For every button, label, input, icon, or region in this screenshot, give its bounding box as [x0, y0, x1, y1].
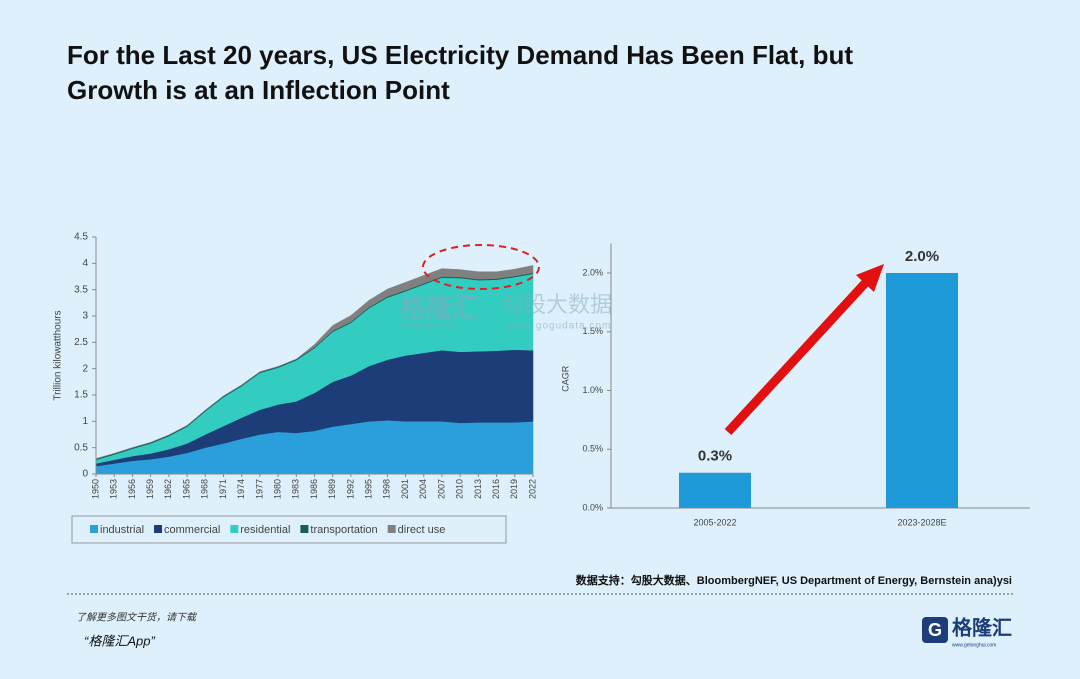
- value-label: 2.0%: [905, 248, 939, 265]
- x-tick-label: 2013: [473, 479, 483, 499]
- highlight-ellipse: [422, 244, 540, 290]
- watermark: www.gelonghui.com: [399, 324, 453, 330]
- source-note: 数据支持：勾股大数据、BloombergNEF, US Department o…: [576, 573, 1012, 587]
- logo-icon: [922, 617, 948, 643]
- legend-swatch: [230, 525, 239, 533]
- bar-chart: 0.0% 0.5% 1.0% 1.5% 2.0% 0.3% 2005-2022 2.0% 202…: [560, 243, 1030, 527]
- legend-swatch: [154, 525, 163, 533]
- x-tick-label: 1983: [291, 479, 301, 499]
- area-series: [95, 265, 534, 459]
- y-tick-label: 2.5: [74, 337, 88, 348]
- x-tick-label: 2007: [436, 479, 446, 499]
- x-tick-label: 2016: [491, 479, 501, 499]
- x-tick-label: 1974: [236, 479, 246, 499]
- x-tick-label: 2010: [455, 479, 465, 499]
- area-chart: 0 0.5 1 1.5 2 2.5 3 3.5 4 4.5 1950 1953 1956 1959 1962…: [53, 232, 537, 544]
- bar: [679, 472, 751, 508]
- x-tick-label: 2022: [527, 479, 537, 499]
- y-tick-label: 1: [82, 416, 88, 427]
- logo-text: 格隆汇: [952, 615, 1012, 639]
- x-tick-label: 1980: [272, 479, 282, 499]
- legend-label: residential: [240, 524, 290, 536]
- y-tick-label: 1.5: [74, 390, 88, 401]
- legend-label: transportation: [310, 524, 377, 536]
- y-tick-label: 1.5%: [582, 326, 603, 336]
- y-tick-label: 4.5: [74, 232, 88, 243]
- x-tick-label: 1965: [181, 479, 191, 499]
- x-tick-label: 2001: [400, 479, 410, 499]
- y-axis-title: Trillion kilowatthours: [53, 310, 64, 400]
- x-tick-label: 1959: [145, 479, 155, 499]
- y-tick-label: 0: [82, 469, 88, 480]
- y-tick-label: 0.0%: [582, 502, 603, 512]
- x-tick-label: 1968: [200, 479, 210, 499]
- value-label: 0.3%: [698, 448, 732, 465]
- y-axis-title: CAGR: [560, 365, 570, 392]
- footer-text: “格隆汇App”: [84, 633, 155, 648]
- x-tick-label: 1986: [309, 479, 319, 499]
- y-tick-label: 3.5: [74, 284, 88, 295]
- y-tick-label: 1.0%: [582, 385, 603, 395]
- x-tick-label: 1971: [218, 479, 228, 499]
- y-tick-label: 0.5: [74, 442, 88, 453]
- logo-url: www.gelonghui.com: [952, 642, 996, 648]
- title-line: Growth is at an Inflection Point: [67, 75, 450, 105]
- y-tick-label: 4: [82, 258, 88, 269]
- x-tick-label: 1998: [382, 479, 392, 499]
- x-tick-label: 1950: [90, 479, 100, 499]
- x-tick-label: 1977: [254, 479, 264, 499]
- footer-text: 了解更多图文干货，请下载: [76, 612, 198, 624]
- watermark: www.gogudata.com: [507, 321, 611, 332]
- legend-label: industrial: [100, 524, 144, 536]
- x-tick-label: 1995: [364, 479, 374, 499]
- x-tick-label: 2005-2022: [693, 517, 736, 527]
- legend-label: commercial: [164, 524, 220, 536]
- legend-swatch: [300, 525, 309, 533]
- legend-swatch: [90, 525, 98, 533]
- x-tick-label: 1962: [163, 479, 173, 499]
- x-tick-label: 1956: [127, 479, 137, 499]
- x-tick-label: 1989: [327, 479, 337, 499]
- legend-label: direct use: [398, 524, 446, 536]
- y-tick-label: 2.0%: [582, 267, 603, 277]
- logo-icon-letter: G: [928, 620, 942, 640]
- y-tick-label: 0.5%: [582, 444, 603, 454]
- title-line: For the Last 20 years, US Electricity De…: [67, 40, 853, 70]
- x-tick-label: 1992: [345, 479, 355, 499]
- legend-box: [71, 515, 507, 544]
- x-tick-label: 2019: [509, 479, 519, 499]
- y-tick-label: 2: [82, 363, 88, 374]
- bar: [886, 273, 958, 508]
- arrow-head: [856, 264, 884, 292]
- watermark: 勾股大数据: [502, 292, 612, 317]
- y-tick-label: 3: [82, 311, 88, 322]
- x-tick-label: 1953: [109, 479, 119, 499]
- x-tick-label: 2004: [418, 479, 428, 499]
- x-tick-label: 2023-2028E: [897, 517, 946, 527]
- arrow-shaft: [724, 276, 872, 436]
- watermark: 格隆汇: [400, 293, 478, 323]
- legend-swatch: [387, 525, 396, 533]
